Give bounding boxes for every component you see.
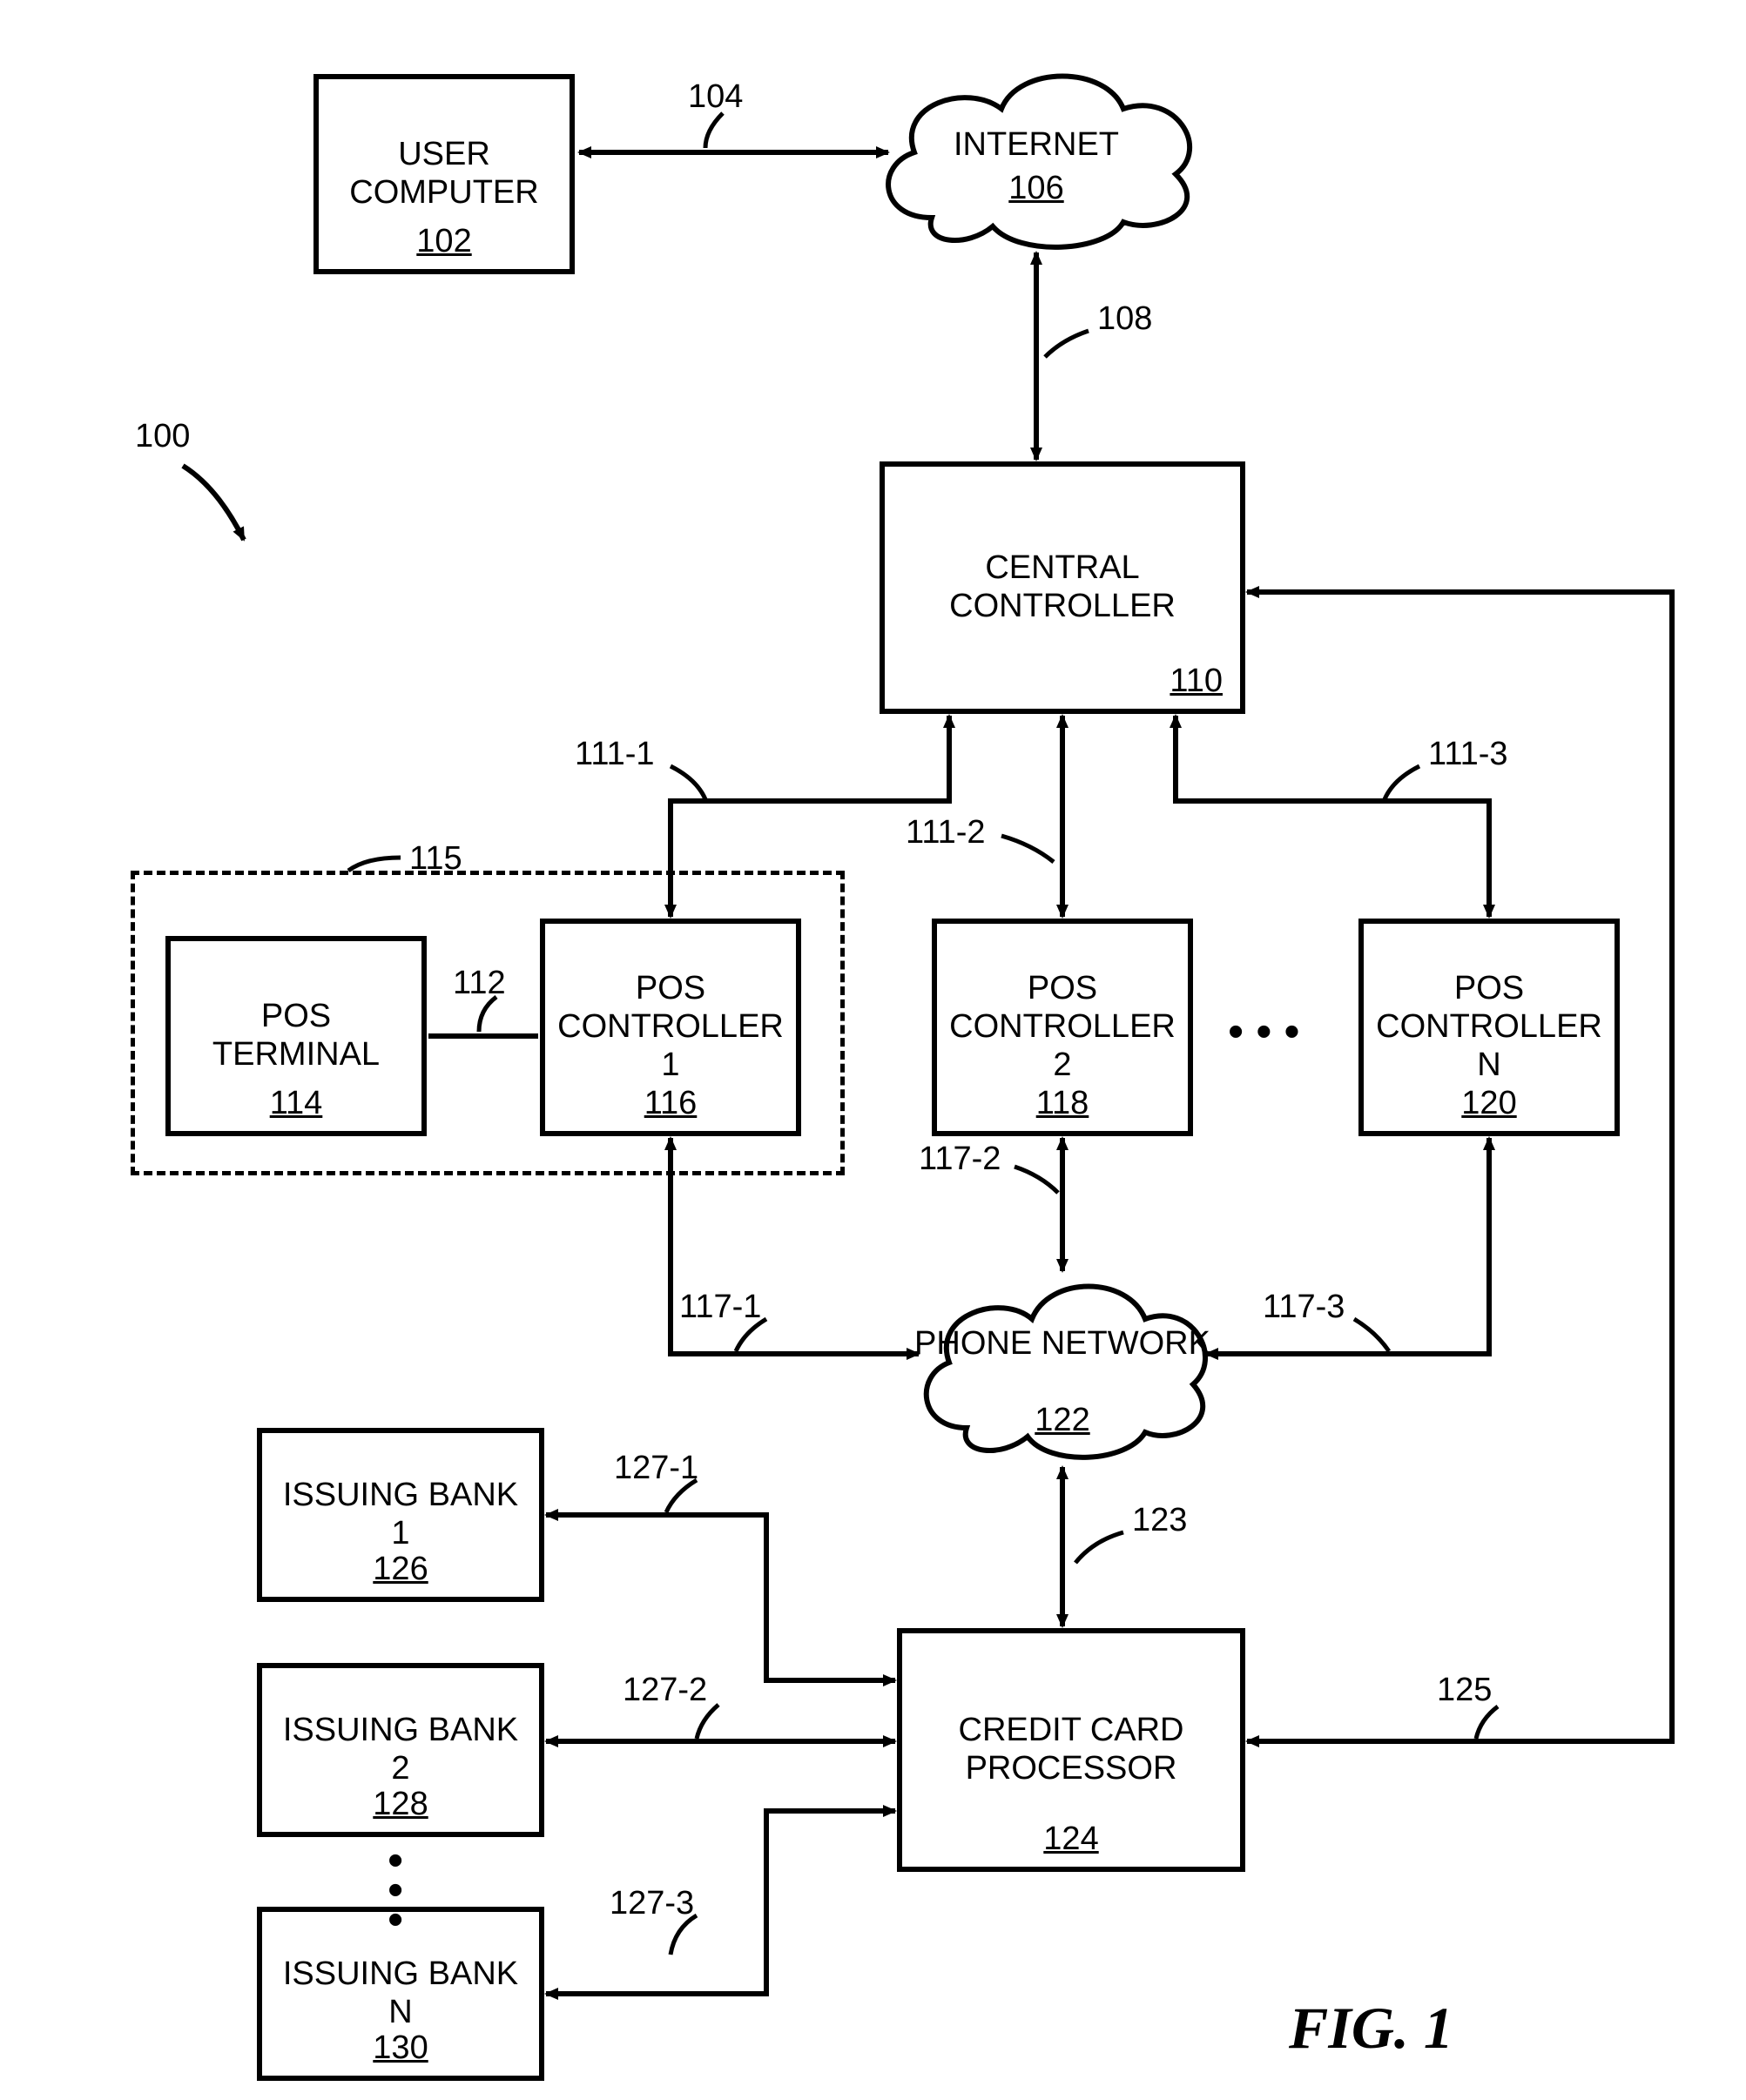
internet-ref: 106 [862, 170, 1210, 207]
issuing-banks-ellipsis: ••• [388, 1846, 403, 1935]
issuing-bank-1-node: ISSUING BANK 1 126 [257, 1428, 544, 1602]
phone-network-label: PHONE NETWORK [906, 1325, 1219, 1363]
pos-controller-1-ref: 116 [545, 1085, 796, 1122]
issuing-bank-1-label: ISSUING BANK 1 [283, 1477, 518, 1552]
edge-127-2-label: 127-2 [623, 1672, 707, 1709]
pos-controller-1-label: POS CONTROLLER 1 [557, 970, 784, 1084]
edge-111-3-label: 111-3 [1428, 736, 1508, 773]
edge-117-3-label: 117-3 [1263, 1289, 1345, 1326]
pos-controller-n-ref: 120 [1364, 1085, 1615, 1122]
credit-card-processor-ref: 124 [902, 1821, 1240, 1858]
edge-111-2-label: 111-2 [906, 814, 986, 851]
user-computer-node: USER COMPUTER 102 [313, 74, 575, 274]
pos-terminal-node: POS TERMINAL 114 [165, 936, 427, 1136]
credit-card-processor-label: CREDIT CARD PROCESSOR [959, 1712, 1184, 1787]
edge-111-1-label: 111-1 [575, 736, 655, 773]
edge-117-1-label: 117-1 [679, 1289, 761, 1326]
pos-controllers-ellipsis: ••• [1228, 1006, 1312, 1058]
pos-controller-n-node: POS CONTROLLER N 120 [1358, 919, 1620, 1136]
edge-127-3-label: 127-3 [610, 1885, 694, 1922]
internet-label: INTERNET [862, 126, 1210, 165]
issuing-bank-2-node: ISSUING BANK 2 128 [257, 1663, 544, 1837]
pos-controller-1-node: POS CONTROLLER 1 116 [540, 919, 801, 1136]
pos-controller-2-label: POS CONTROLLER 2 [949, 970, 1176, 1084]
pos-controller-2-node: POS CONTROLLER 2 118 [932, 919, 1193, 1136]
issuing-bank-n-ref: 130 [262, 2029, 539, 2067]
figure-caption: FIG. 1 [1289, 1994, 1453, 2063]
dashed-group-ref: 115 [409, 840, 462, 878]
issuing-bank-2-ref: 128 [262, 1786, 539, 1823]
issuing-bank-n-label: ISSUING BANK N [283, 1955, 518, 2031]
edge-108-label: 108 [1097, 300, 1152, 338]
pos-terminal-label: POS TERMINAL [212, 998, 380, 1074]
issuing-bank-1-ref: 126 [262, 1551, 539, 1588]
pos-terminal-ref: 114 [171, 1085, 421, 1122]
diagram-canvas: 100 115 USER COMPUTER 102 CENTRAL CONTRO… [0, 0, 1746, 2100]
edge-125-label: 125 [1437, 1672, 1492, 1709]
figure-ref-label: 100 [135, 418, 190, 455]
user-computer-label: USER COMPUTER [349, 136, 538, 212]
internet-cloud: INTERNET 106 [862, 52, 1210, 261]
central-controller-node: CENTRAL CONTROLLER 110 [880, 461, 1245, 714]
user-computer-ref: 102 [319, 223, 570, 260]
edge-123-label: 123 [1132, 1502, 1187, 1539]
edge-112-label: 112 [453, 965, 506, 1002]
pos-controller-2-ref: 118 [937, 1085, 1188, 1122]
phone-network-cloud: PHONE NETWORK 122 [906, 1262, 1219, 1471]
edge-117-2-label: 117-2 [919, 1141, 1001, 1178]
pos-controller-n-label: POS CONTROLLER N [1376, 970, 1602, 1084]
central-controller-label: CENTRAL CONTROLLER [949, 549, 1176, 625]
edge-127-1-label: 127-1 [614, 1450, 698, 1487]
edge-104-label: 104 [688, 78, 743, 116]
central-controller-ref: 110 [1170, 663, 1223, 700]
credit-card-processor-node: CREDIT CARD PROCESSOR 124 [897, 1628, 1245, 1872]
phone-network-ref: 122 [906, 1402, 1219, 1439]
issuing-bank-2-label: ISSUING BANK 2 [283, 1712, 518, 1787]
